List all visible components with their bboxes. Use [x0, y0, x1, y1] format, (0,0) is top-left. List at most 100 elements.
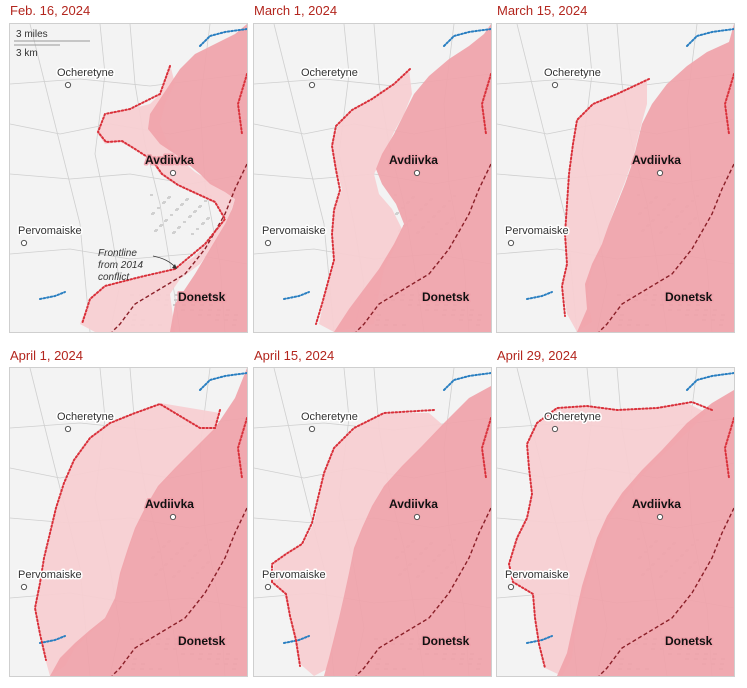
avdiivka-label: Avdiivka [632, 153, 681, 167]
map-panel-5: Ocheretyne Avdiivka Pervomaiske Donetsk [253, 367, 492, 677]
contested-area [509, 403, 707, 676]
border-line-west [283, 291, 310, 300]
avdiivka-label: Avdiivka [145, 153, 194, 167]
pervomaiske-marker [507, 583, 515, 591]
pervomaiske-label: Pervomaiske [262, 569, 326, 581]
occupied-area [324, 368, 491, 676]
donetsk-label: Donetsk [665, 290, 713, 304]
avdiivka-marker [413, 169, 421, 177]
panel-date-4: April 1, 2024 [10, 348, 83, 363]
contested-area [319, 69, 412, 332]
avdiivka-marker [169, 169, 177, 177]
ocheretyne-label: Ocheretyne [57, 67, 114, 79]
panel-date-6: April 29, 2024 [497, 348, 578, 363]
frontline-2014 [598, 163, 734, 332]
frontline-2014 [598, 507, 734, 676]
annotation-line3: conflict [98, 272, 130, 283]
pervomaiske-marker [264, 239, 272, 247]
map-svg: Ocheretyne Avdiivka Pervomaiske Donetsk [10, 368, 247, 676]
annotation-line2: from 2014 [98, 260, 143, 271]
map-panel-6: Ocheretyne Avdiivka Pervomaiske Donetsk [496, 367, 735, 677]
ocheretyne-marker [308, 81, 316, 89]
panel-date-3: March 15, 2024 [497, 3, 588, 18]
ocheretyne-label: Ocheretyne [544, 67, 601, 79]
map-svg: Ocheretyne Avdiivka Pervomaiske Donetsk 3 mi… [10, 24, 247, 332]
border-line [199, 372, 247, 391]
frontline-2014 [355, 163, 491, 332]
frontline-current [315, 68, 411, 325]
avdiivka-label: Avdiivka [389, 153, 438, 167]
frontline-east [723, 417, 734, 479]
occupied-area [148, 24, 247, 332]
donetsk-label: Donetsk [422, 290, 470, 304]
avdiivka-label: Avdiivka [389, 497, 438, 511]
ocheretyne-marker [308, 425, 316, 433]
border-line-west [526, 291, 553, 300]
ocheretyne-marker [551, 425, 559, 433]
donetsk-label: Donetsk [178, 634, 226, 648]
panel-date-2: March 1, 2024 [254, 3, 338, 18]
avdiivka-marker [656, 169, 664, 177]
frontline-east [723, 73, 734, 135]
map-panel-4: Ocheretyne Avdiivka Pervomaiske Donetsk [9, 367, 248, 677]
ocheretyne-marker [551, 81, 559, 89]
panel-date-5: April 15, 2024 [254, 348, 335, 363]
scale-miles-label: 3 miles [16, 29, 48, 40]
avdiivka-label: Avdiivka [145, 497, 194, 511]
pervomaiske-label: Pervomaiske [18, 569, 82, 581]
ocheretyne-marker [64, 425, 72, 433]
border-line [199, 28, 247, 47]
map-panel-3: Ocheretyne Avdiivka Pervomaiske Donetsk [496, 23, 735, 333]
pervomaiske-label: Pervomaiske [262, 225, 326, 237]
pervomaiske-marker [20, 239, 28, 247]
border-line-west [526, 635, 553, 644]
donetsk-label: Donetsk [178, 290, 226, 304]
panel-date-1: Feb. 16, 2024 [10, 3, 91, 18]
pervomaiske-marker [507, 239, 515, 247]
pervomaiske-label: Pervomaiske [505, 569, 569, 581]
map-panel-1: Ocheretyne Avdiivka Pervomaiske Donetsk 3 mi… [9, 23, 248, 333]
frontline-current [33, 402, 221, 661]
frontline-current [560, 78, 650, 317]
road-line [29, 24, 91, 332]
border-line [686, 28, 734, 47]
map-svg: Ocheretyne Avdiivka Pervomaiske Donetsk [254, 24, 491, 332]
scale-km-label: 3 km [16, 48, 38, 59]
donetsk-label: Donetsk [665, 634, 713, 648]
occupied-area [557, 368, 734, 676]
frontline-2014 [111, 507, 247, 676]
contested-area [80, 64, 235, 332]
map-svg: Ocheretyne Avdiivka Pervomaiske Donetsk [497, 24, 734, 332]
frontline-east [236, 73, 247, 135]
annotation-arrowhead [172, 264, 177, 269]
pervomaiske-marker [264, 583, 272, 591]
frontline-east [480, 417, 491, 479]
map-panel-2: Ocheretyne Avdiivka Pervomaiske Donetsk [253, 23, 492, 333]
avdiivka-marker [656, 513, 664, 521]
frontline-current [507, 400, 713, 669]
frontline-east [480, 73, 491, 135]
contested-area [562, 79, 647, 332]
avdiivka-marker [169, 513, 177, 521]
map-svg: Ocheretyne Avdiivka Pervomaiske Donetsk [497, 368, 734, 676]
road-line [273, 24, 335, 332]
occupied-area [50, 368, 247, 676]
frontline-current [271, 409, 435, 667]
pervomaiske-label: Pervomaiske [505, 225, 569, 237]
border-line [443, 372, 491, 391]
frontline-east [236, 417, 247, 479]
border-line-west [283, 635, 310, 644]
border-line-west [39, 635, 66, 644]
ocheretyne-label: Ocheretyne [301, 67, 358, 79]
pervomaiske-marker [20, 583, 28, 591]
occupied-area [334, 24, 491, 332]
donetsk-label: Donetsk [422, 634, 470, 648]
border-line [443, 28, 491, 47]
frontline-2014 [355, 507, 491, 676]
avdiivka-label: Avdiivka [632, 497, 681, 511]
border-line-west [39, 291, 66, 300]
contested-area [272, 413, 444, 676]
ocheretyne-marker [64, 81, 72, 89]
scale-bar: 3 miles 3 km [14, 29, 90, 59]
